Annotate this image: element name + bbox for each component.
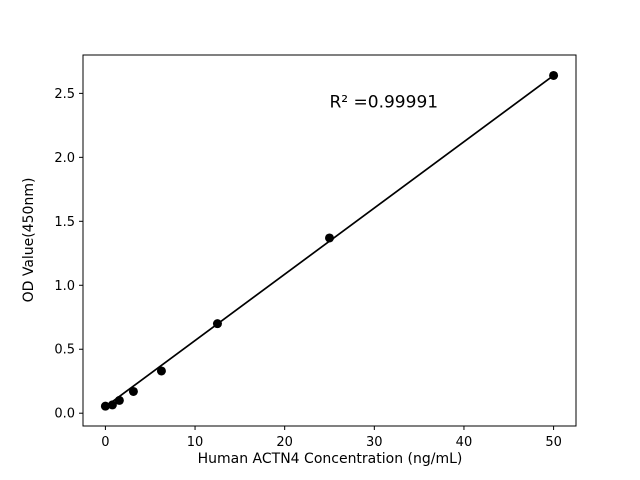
x-tick-label: 40 xyxy=(456,435,473,450)
data-point xyxy=(107,400,117,410)
x-tick-label: 0 xyxy=(101,435,109,450)
y-tick-label: 0.5 xyxy=(54,343,75,358)
data-point xyxy=(128,386,138,396)
data-point xyxy=(114,395,124,405)
data-point xyxy=(549,70,559,80)
data-point xyxy=(325,233,334,243)
x-tick-label: 10 xyxy=(187,435,204,450)
data-point xyxy=(156,366,166,376)
data-point xyxy=(212,319,222,329)
y-axis-label: OD Value(450nm) xyxy=(21,178,37,303)
data-point xyxy=(100,401,110,411)
x-tick-label: 30 xyxy=(366,435,383,450)
y-tick-label: 2.5 xyxy=(54,87,75,102)
y-tick-label: 0.0 xyxy=(54,407,75,422)
plot-box xyxy=(82,54,577,427)
y-tick-label: 1.5 xyxy=(54,215,75,230)
chart-generated-layer: 0 10 20 30 40 50 0.0 0.5 1.0 1.5 2.0 2.5 xyxy=(54,54,577,450)
x-tick-label: 20 xyxy=(276,435,293,450)
y-tick-label: 1.0 xyxy=(54,279,75,294)
y-tick-label: 2.0 xyxy=(54,151,75,166)
x-axis-label: Human ACTN4 Concentration (ng/mL) xyxy=(198,451,463,467)
r-squared-annotation: R² =0.99991 xyxy=(330,92,439,112)
x-tick-label: 50 xyxy=(545,435,562,450)
